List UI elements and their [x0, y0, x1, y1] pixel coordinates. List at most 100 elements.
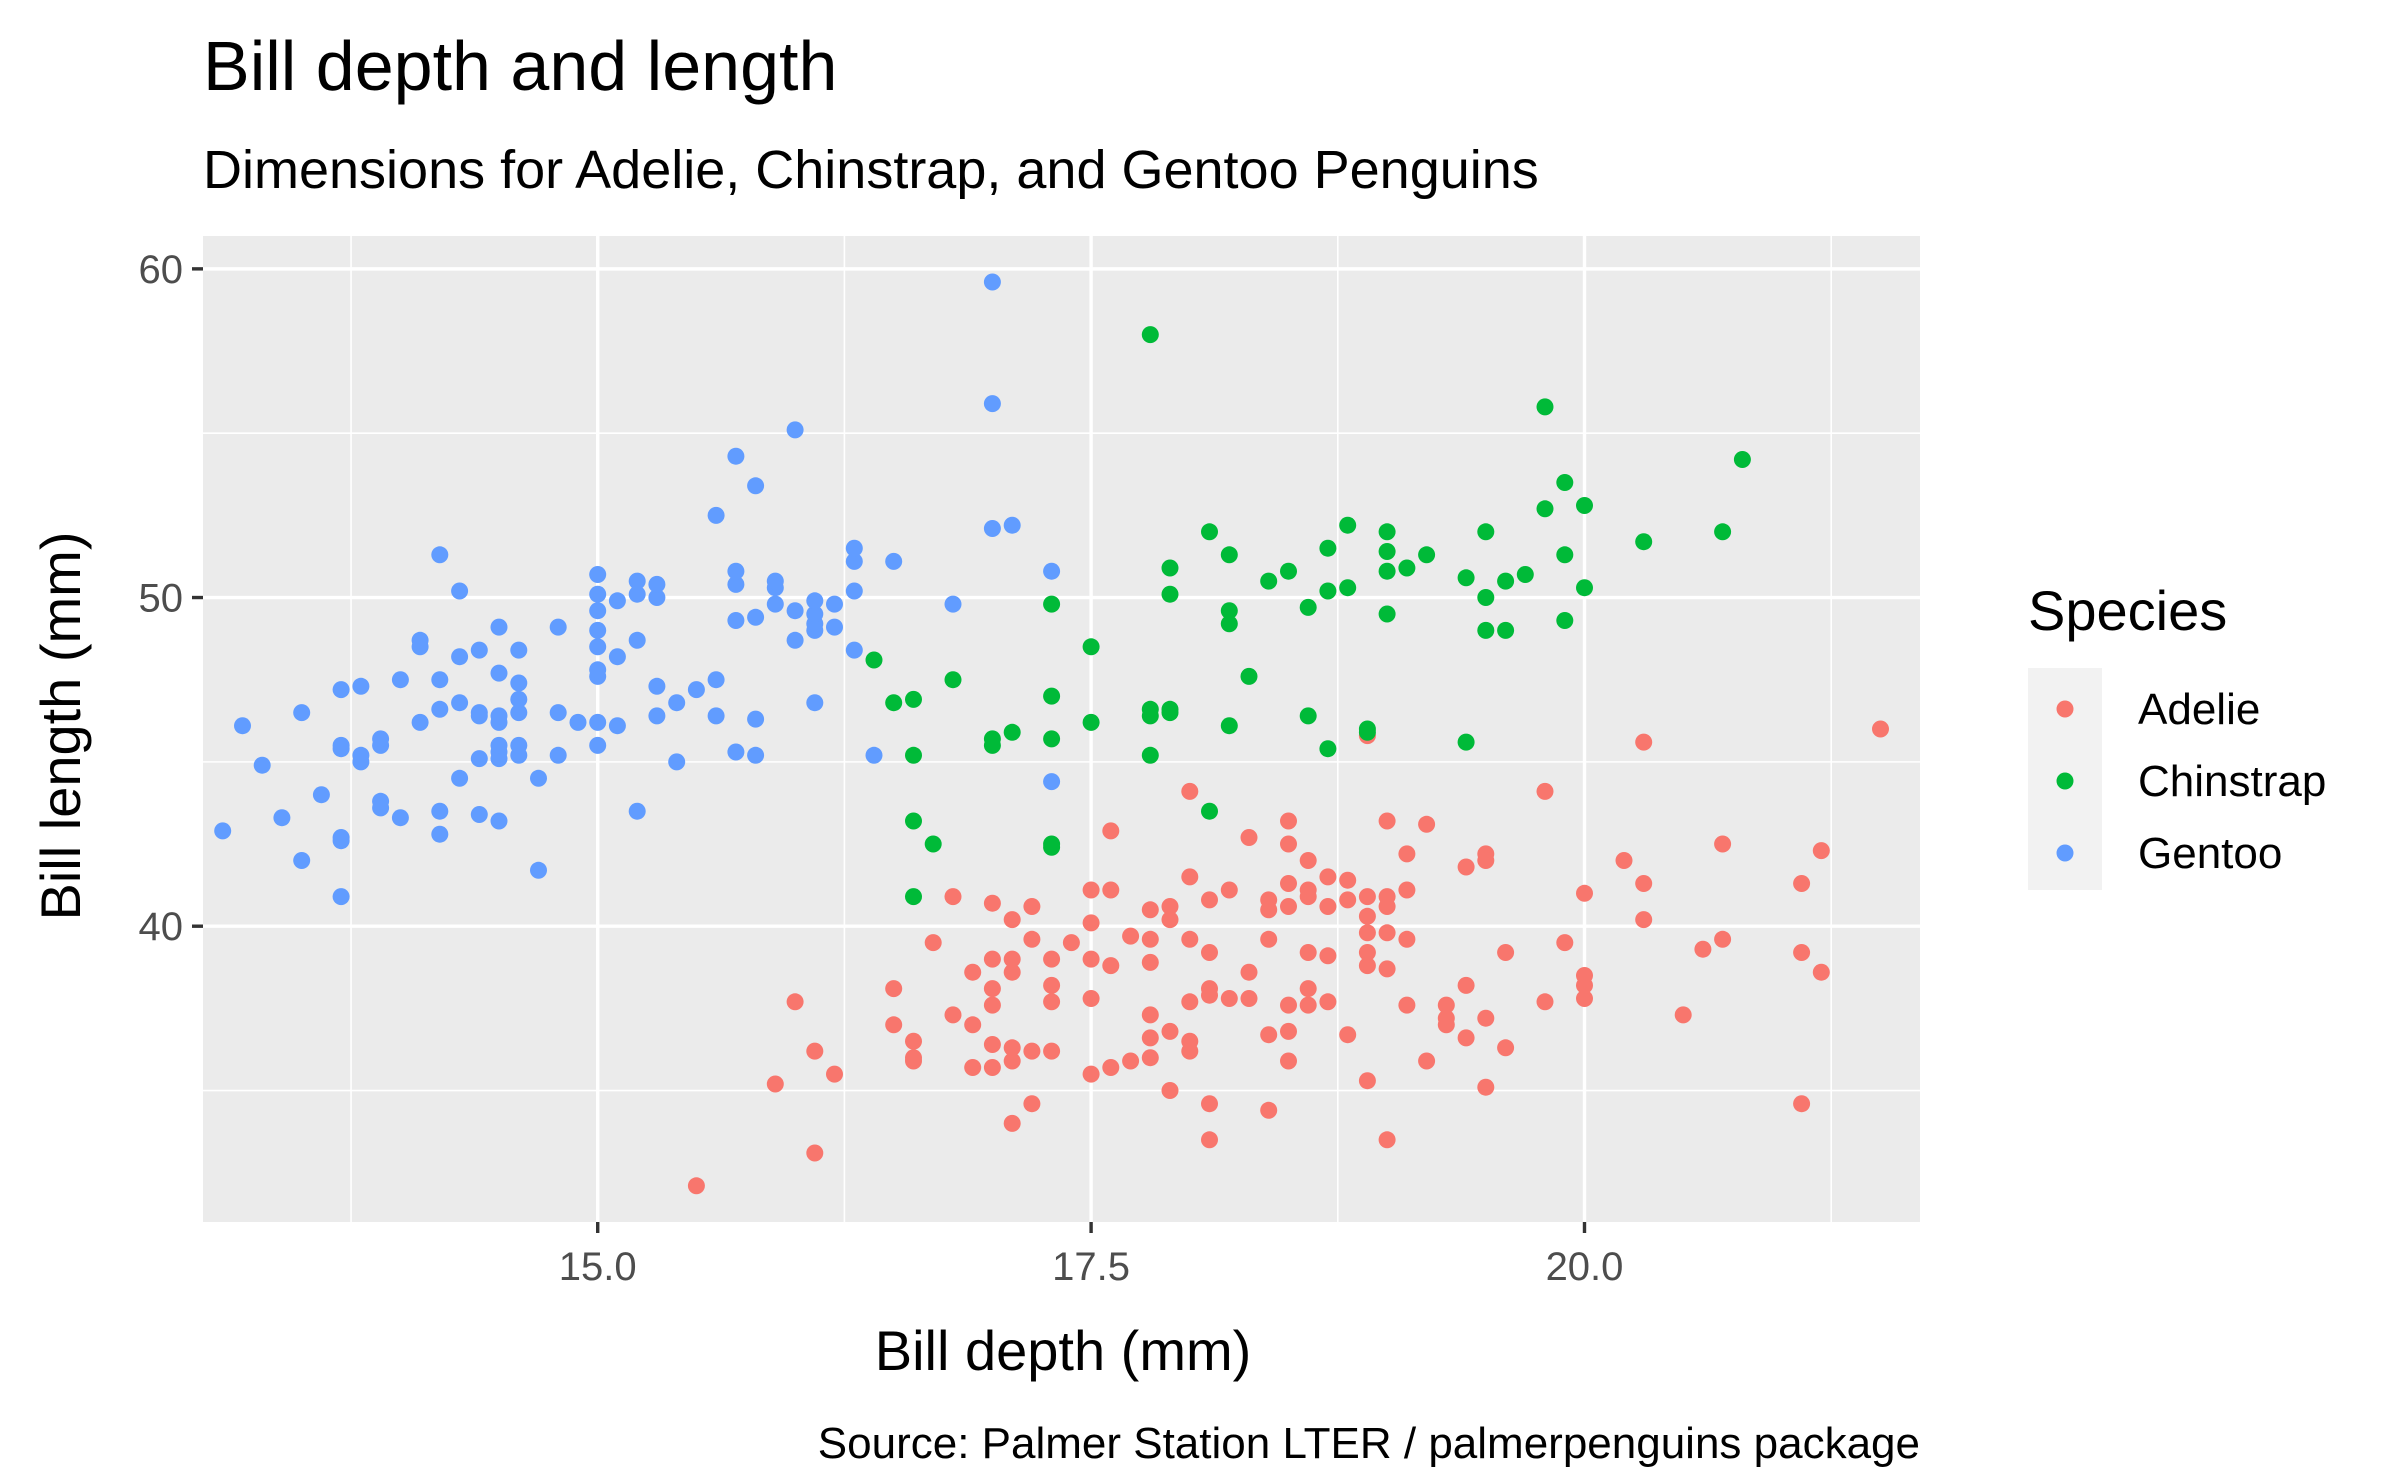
point-adelie — [1398, 845, 1416, 863]
point-adelie — [1043, 1042, 1061, 1060]
point-adelie — [885, 980, 903, 998]
point-chinstrap — [1378, 543, 1396, 560]
point-chinstrap — [1319, 740, 1337, 758]
point-gentoo — [747, 710, 765, 728]
point-gentoo — [490, 707, 508, 725]
point-adelie — [1418, 1052, 1436, 1070]
legend-key-adelie — [2056, 700, 2074, 718]
point-gentoo — [451, 694, 469, 712]
point-adelie — [1023, 1095, 1041, 1113]
point-adelie — [766, 1075, 784, 1093]
point-adelie — [1141, 1006, 1159, 1024]
point-adelie — [1141, 930, 1159, 948]
point-chinstrap — [1497, 621, 1515, 639]
point-gentoo — [826, 595, 843, 613]
point-gentoo — [490, 664, 508, 682]
point-chinstrap — [1339, 579, 1357, 597]
point-gentoo — [470, 806, 488, 823]
point-adelie — [1635, 875, 1653, 892]
point-adelie — [1812, 842, 1830, 860]
point-adelie — [1477, 1009, 1495, 1027]
point-adelie — [1082, 914, 1100, 932]
point-gentoo — [845, 552, 863, 570]
point-chinstrap — [1280, 562, 1297, 580]
legend-key-chinstrap — [2056, 772, 2074, 790]
point-adelie — [1043, 976, 1061, 994]
point-adelie — [1043, 950, 1061, 968]
point-gentoo — [549, 746, 567, 764]
point-adelie — [1201, 891, 1218, 909]
point-gentoo — [372, 730, 390, 748]
point-adelie — [1122, 1052, 1140, 1070]
point-adelie — [1220, 990, 1238, 1007]
point-gentoo — [312, 786, 330, 804]
point-chinstrap — [1003, 723, 1021, 741]
point-adelie — [1280, 1052, 1297, 1070]
point-adelie — [1003, 950, 1021, 968]
point-chinstrap — [1299, 707, 1317, 725]
x-axis-title: Bill depth (mm) — [875, 1319, 1252, 1382]
point-gentoo — [766, 595, 784, 613]
point-adelie — [1812, 963, 1830, 981]
point-adelie — [1141, 1049, 1159, 1067]
point-adelie — [1023, 1042, 1041, 1060]
point-adelie — [1260, 901, 1278, 919]
point-adelie — [1635, 911, 1653, 929]
x-axis: 15.0 17.5 20.0 — [559, 1222, 1623, 1289]
point-gentoo — [214, 822, 232, 840]
point-adelie — [1003, 1052, 1021, 1070]
point-gentoo — [431, 802, 449, 820]
point-gentoo — [451, 582, 469, 600]
point-adelie — [1082, 950, 1100, 968]
point-adelie — [1082, 881, 1100, 899]
point-adelie — [905, 1032, 922, 1050]
point-gentoo — [391, 809, 409, 827]
point-adelie — [1003, 1114, 1021, 1132]
point-adelie — [1714, 835, 1732, 853]
point-adelie — [1299, 944, 1317, 961]
point-gentoo — [589, 661, 607, 679]
point-gentoo — [786, 631, 804, 649]
point-adelie — [983, 894, 1001, 912]
point-adelie — [1082, 1065, 1100, 1083]
point-adelie — [944, 1006, 962, 1024]
point-gentoo — [549, 618, 567, 636]
point-gentoo — [845, 539, 863, 557]
point-adelie — [1161, 1022, 1179, 1040]
point-adelie — [1003, 911, 1021, 929]
point-chinstrap — [983, 730, 1001, 748]
point-gentoo — [510, 736, 528, 754]
point-gentoo — [983, 395, 1001, 413]
point-chinstrap — [1161, 559, 1179, 577]
point-gentoo — [727, 575, 745, 593]
point-chinstrap — [1043, 595, 1061, 613]
point-chinstrap — [1418, 546, 1436, 564]
point-adelie — [1220, 881, 1238, 899]
point-adelie — [1674, 1006, 1692, 1024]
point-chinstrap — [865, 651, 883, 669]
chart-title: Bill depth and length — [203, 27, 837, 105]
y-tick-label: 60 — [139, 248, 184, 292]
point-gentoo — [490, 618, 508, 636]
point-adelie — [1872, 720, 1889, 738]
point-adelie — [1161, 1082, 1179, 1099]
point-chinstrap — [1516, 566, 1534, 583]
point-gentoo — [727, 447, 745, 465]
point-adelie — [1299, 881, 1317, 899]
point-chinstrap — [885, 694, 903, 712]
point-gentoo — [510, 690, 528, 708]
point-gentoo — [727, 562, 745, 580]
point-adelie — [1437, 996, 1455, 1014]
point-gentoo — [234, 717, 251, 735]
point-gentoo — [608, 717, 626, 735]
point-adelie — [1576, 990, 1593, 1007]
y-axis: 40 50 60 — [139, 248, 203, 949]
y-tick-label: 40 — [139, 905, 184, 949]
point-adelie — [944, 888, 962, 906]
point-chinstrap — [1299, 598, 1317, 616]
point-chinstrap — [924, 835, 942, 853]
point-chinstrap — [1260, 572, 1278, 590]
point-adelie — [1358, 924, 1376, 942]
point-gentoo — [786, 421, 804, 439]
point-chinstrap — [1201, 523, 1218, 541]
